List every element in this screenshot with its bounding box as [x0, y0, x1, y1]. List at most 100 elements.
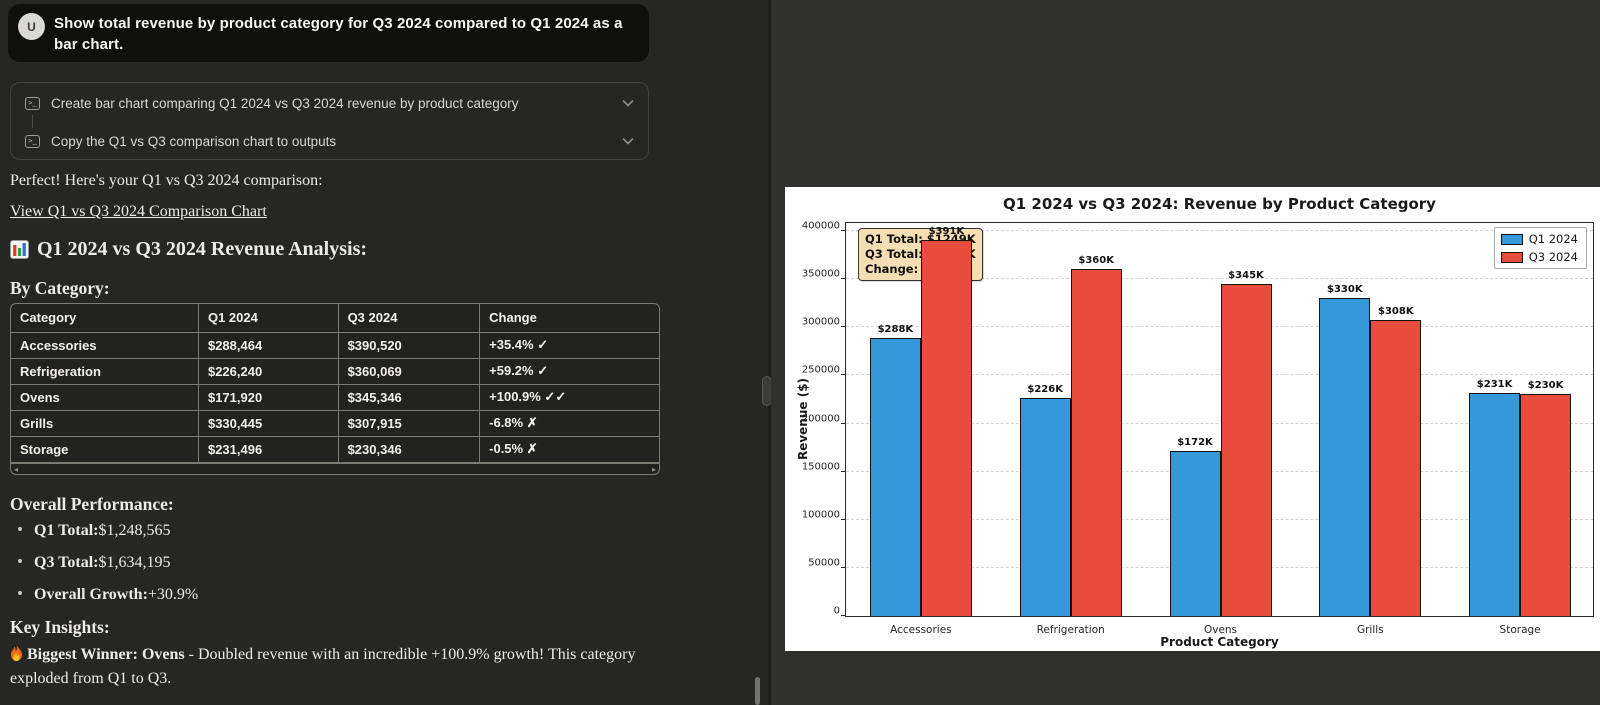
- y-tick-label: 200000: [801, 413, 840, 425]
- overall-performance-heading: Overall Performance:: [10, 494, 174, 514]
- table-cell: $288,464: [197, 331, 339, 359]
- col-header-category: Category: [11, 304, 199, 333]
- bullet-value: $1,248,565: [98, 522, 171, 539]
- y-tick-mark: [841, 518, 846, 520]
- col-header-q1: Q1 2024: [197, 304, 339, 333]
- assistant-intro-text: Perfect! Here's your Q1 vs Q3 2024 compa…: [10, 172, 323, 189]
- col-header-change: Change: [479, 304, 659, 333]
- gridline: [846, 278, 1593, 280]
- bar-value-label: $288K: [877, 324, 914, 336]
- table-cell: $345,346: [337, 383, 481, 411]
- insight-bold-text: Biggest Winner: Ovens: [27, 646, 185, 663]
- gridline: [846, 230, 1593, 232]
- bullet-dot: [18, 527, 22, 531]
- category-table: Category Q1 2024 Q3 2024 Change Accessor…: [10, 303, 660, 475]
- table-row: Accessories $288,464 $390,520 +35.4% ✓: [11, 331, 659, 359]
- terminal-icon: >_: [25, 96, 40, 110]
- bullet-value: $1,634,195: [98, 554, 171, 571]
- list-item: Overall Growth: +30.9%: [14, 585, 198, 604]
- bullet-label: Q1 Total:: [34, 522, 99, 539]
- chevron-down-icon[interactable]: [622, 137, 634, 145]
- user-message-bubble: U Show total revenue by product category…: [8, 4, 649, 62]
- y-tick-label: 150000: [801, 461, 840, 473]
- chat-vertical-scrollbar[interactable]: [755, 677, 760, 705]
- x-tick-label: Refrigeration: [1036, 624, 1105, 636]
- chat-panel: U Show total revenue by product category…: [0, 0, 768, 705]
- view-chart-link[interactable]: View Q1 vs Q3 2024 Comparison Chart: [10, 203, 267, 220]
- y-tick-mark: [841, 566, 846, 568]
- chart-title: Q1 2024 vs Q3 2024: Revenue by Product C…: [1003, 195, 1436, 213]
- y-tick-label: 400000: [801, 220, 840, 232]
- legend-item-q3: Q3 2024: [1500, 250, 1578, 264]
- bullet-dot: [18, 559, 22, 563]
- bar-value-label: $330K: [1327, 283, 1363, 295]
- bullet-value: +30.9%: [147, 586, 199, 603]
- y-tick-label: 250000: [801, 364, 840, 376]
- task-label: Create bar chart comparing Q1 2024 vs Q3…: [51, 95, 519, 111]
- bar-q12024-accessories: [869, 338, 921, 616]
- bar-value-label: $226K: [1027, 384, 1063, 396]
- overall-performance-list: Q1 Total: $1,248,565 Q3 Total: $1,634,195…: [14, 521, 198, 617]
- table-cell: $230,346: [337, 435, 481, 463]
- table-row: Storage $231,496 $230,346 -0.5% ✗: [11, 435, 659, 463]
- table-cell: $307,915: [337, 409, 481, 437]
- task-connector-line: [32, 115, 33, 128]
- chart-figure: Q1 2024 vs Q3 2024: Revenue by Product C…: [785, 187, 1600, 651]
- panel-divider: [768, 0, 771, 705]
- table-cell: Grills: [11, 409, 199, 437]
- bar-value-label: $231K: [1476, 379, 1513, 391]
- table-cell: +59.2% ✓: [479, 357, 659, 385]
- legend-swatch-q3: [1500, 251, 1523, 263]
- table-row: Grills $330,445 $307,915 -6.8% ✗: [11, 409, 659, 437]
- legend-label-q1: Q1 2024: [1528, 232, 1578, 246]
- plot-area: Q1 Total: $1249K Q3 Total: $1634K Change…: [802, 221, 1594, 636]
- x-tick-label: Grills: [1356, 624, 1384, 636]
- bar-q32024-refrigeration: [1070, 269, 1122, 616]
- chevron-down-icon[interactable]: [622, 99, 634, 107]
- by-category-heading: By Category:: [10, 278, 110, 298]
- y-tick-mark: [841, 326, 846, 328]
- bar-q12024-storage: [1469, 393, 1521, 616]
- legend-swatch-q1: [1500, 233, 1523, 245]
- col-header-q3: Q3 2024: [337, 304, 481, 333]
- bullet-label: Overall Growth:: [34, 586, 148, 603]
- table-cell: Ovens: [11, 383, 199, 411]
- analysis-heading-text: Q1 2024 vs Q3 2024 Revenue Analysis:: [37, 238, 368, 260]
- task-row-copy-chart[interactable]: >_ Copy the Q1 vs Q3 comparison chart to…: [11, 122, 648, 160]
- legend-label-q3: Q3 2024: [1528, 250, 1578, 264]
- table-row: Refrigeration $226,240 $360,069 +59.2% ✓: [11, 357, 659, 385]
- bar-value-label: $360K: [1078, 255, 1114, 267]
- table-cell: +35.4% ✓: [479, 331, 659, 359]
- bar-value-label: $308K: [1378, 305, 1414, 317]
- insight-rest-text: - Doubled revenue with an incredible +10…: [10, 646, 636, 687]
- y-tick-label: 350000: [801, 268, 840, 280]
- legend-item-q1: Q1 2024: [1500, 232, 1578, 246]
- chart-legend: Q1 2024 Q3 2024: [1493, 227, 1587, 269]
- scroll-left-arrow[interactable]: ◂: [14, 464, 19, 474]
- table-cell: -0.5% ✗: [479, 435, 659, 463]
- x-tick-label: Ovens: [1203, 624, 1238, 636]
- task-list-panel: >_ Create bar chart comparing Q1 2024 vs…: [10, 82, 649, 160]
- table-cell: $226,240: [197, 357, 339, 385]
- y-tick-label: 50000: [808, 557, 840, 569]
- bar-chart-icon: [10, 240, 29, 259]
- y-tick-mark: [841, 230, 846, 232]
- bar-q32024-ovens: [1220, 283, 1272, 616]
- table-cell: $171,920: [197, 383, 339, 411]
- insight-paragraph: Biggest Winner: Ovens - Doubled revenue …: [10, 643, 650, 691]
- user-message-text: Show total revenue by product category f…: [54, 15, 623, 53]
- table-cell: -6.8% ✗: [479, 409, 659, 437]
- key-insights-heading: Key Insights:: [10, 617, 110, 637]
- bar-q12024-grills: [1319, 297, 1371, 616]
- user-avatar: U: [18, 13, 45, 40]
- scroll-right-arrow[interactable]: ▸: [651, 464, 656, 474]
- bar-value-label: $345K: [1228, 269, 1264, 281]
- list-item: Q1 Total: $1,248,565: [14, 521, 198, 540]
- table-cell: $231,496: [197, 435, 339, 463]
- task-row-create-chart[interactable]: >_ Create bar chart comparing Q1 2024 vs…: [11, 84, 648, 122]
- fire-icon: [10, 645, 23, 661]
- y-tick-mark: [841, 422, 846, 424]
- table-horizontal-scrollbar[interactable]: ◂ ▸: [11, 462, 659, 474]
- bullet-dot: [18, 591, 22, 595]
- bar-q12024-refrigeration: [1019, 398, 1071, 616]
